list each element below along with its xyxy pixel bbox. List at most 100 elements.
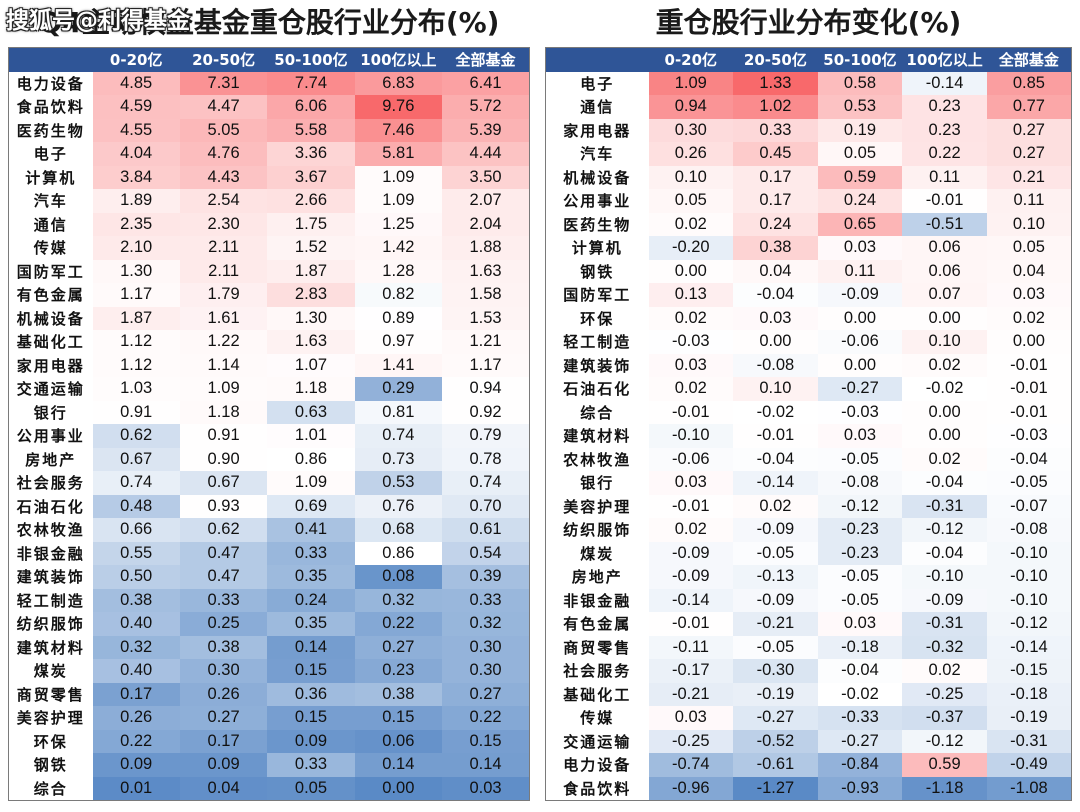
row-label: 汽车 xyxy=(8,189,93,213)
heat-cell: 0.74 xyxy=(442,471,530,495)
heat-cell: 0.00 xyxy=(817,306,903,330)
column-header: 100亿以上 xyxy=(902,47,987,72)
row-label: 商贸零售 xyxy=(545,635,649,659)
table-row: 机械设备 1.87 1.61 1.30 0.89 1.53 xyxy=(8,306,530,330)
table-row: 环保 0.02 0.03 0.00 0.00 0.02 xyxy=(545,306,1072,330)
heat-cell: -0.04 xyxy=(817,659,903,683)
heat-cell: 0.93 xyxy=(179,494,268,518)
table-row: 计算机 3.84 4.43 3.67 1.09 3.50 xyxy=(8,165,530,189)
heat-cell: -0.33 xyxy=(817,706,903,730)
row-label: 有色金属 xyxy=(545,612,649,636)
table-row: 家用电器 1.12 1.14 1.07 1.41 1.17 xyxy=(8,353,530,377)
row-label: 食品饮料 xyxy=(8,95,93,119)
heat-cell: 0.27 xyxy=(986,118,1072,142)
heat-cell: 0.02 xyxy=(733,494,818,518)
heat-cell: 0.27 xyxy=(354,635,443,659)
heat-cell: 0.45 xyxy=(733,142,818,166)
heat-cell: -0.31 xyxy=(902,494,987,518)
heat-cell: 1.89 xyxy=(92,189,180,213)
heat-cell: -0.08 xyxy=(986,518,1072,542)
heat-cell: 0.67 xyxy=(179,471,268,495)
heat-cell: 1.61 xyxy=(179,306,268,330)
heat-cell: -0.17 xyxy=(648,659,734,683)
row-label: 电子 xyxy=(8,142,93,166)
row-label: 建筑装饰 xyxy=(545,353,649,377)
heat-cell: 0.24 xyxy=(817,189,903,213)
heat-cell: 1.79 xyxy=(179,283,268,307)
heat-cell: 3.36 xyxy=(267,142,355,166)
table-row: 美容护理 -0.01 0.02 -0.12 -0.31 -0.07 xyxy=(545,494,1072,518)
heat-cell: 0.17 xyxy=(92,682,180,706)
heat-cell: 6.41 xyxy=(442,71,530,95)
row-label: 国防军工 xyxy=(8,259,93,283)
heat-cell: 0.23 xyxy=(902,95,987,119)
table-row: 建筑装饰 0.50 0.47 0.35 0.08 0.39 xyxy=(8,565,530,589)
heat-cell: 0.94 xyxy=(442,377,530,401)
header-corner-cell xyxy=(545,47,649,72)
heat-cell: 0.30 xyxy=(179,659,268,683)
heat-cell: -0.09 xyxy=(648,565,734,589)
heat-cell: 0.54 xyxy=(442,541,530,565)
row-label: 交通运输 xyxy=(8,377,93,401)
column-header: 50-100亿 xyxy=(817,47,903,72)
table-row: 纺织服饰 0.40 0.25 0.35 0.22 0.32 xyxy=(8,612,530,636)
heat-cell: -0.01 xyxy=(902,189,987,213)
row-label: 纺织服饰 xyxy=(8,612,93,636)
table-row: 钢铁 0.09 0.09 0.33 0.14 0.14 xyxy=(8,753,530,777)
heat-cell: 1.03 xyxy=(92,377,180,401)
heat-cell: 0.02 xyxy=(902,447,987,471)
heat-cell: 0.15 xyxy=(267,706,355,730)
heat-cell: 0.05 xyxy=(986,236,1072,260)
heat-cell: 0.22 xyxy=(902,142,987,166)
heat-cell: 1.88 xyxy=(442,236,530,260)
column-header: 20-50亿 xyxy=(733,47,818,72)
table-row: 通信 2.35 2.30 1.75 1.25 2.04 xyxy=(8,212,530,236)
heat-cell: 0.62 xyxy=(92,424,180,448)
row-label: 家用电器 xyxy=(8,353,93,377)
heat-cell: 1.87 xyxy=(92,306,180,330)
row-label: 汽车 xyxy=(545,142,649,166)
table-row: 公用事业 0.05 0.17 0.24 -0.01 0.11 xyxy=(545,189,1072,213)
heat-cell: 0.79 xyxy=(442,424,530,448)
heat-cell: 0.15 xyxy=(354,706,443,730)
row-label: 食品饮料 xyxy=(545,776,649,800)
heat-cell: 0.30 xyxy=(648,118,734,142)
table-row: 银行 0.91 1.18 0.63 0.81 0.92 xyxy=(8,400,530,424)
column-header: 20-50亿 xyxy=(179,47,268,72)
row-label: 美容护理 xyxy=(8,706,93,730)
table-row: 非银金融 -0.14 -0.09 -0.05 -0.09 -0.10 xyxy=(545,588,1072,612)
heat-cell: -0.09 xyxy=(733,518,818,542)
row-label: 公用事业 xyxy=(545,189,649,213)
heat-cell: 0.00 xyxy=(986,330,1072,354)
heat-cell: 1.63 xyxy=(267,330,355,354)
heat-cell: 1.28 xyxy=(354,259,443,283)
table-row: 美容护理 0.26 0.27 0.15 0.15 0.22 xyxy=(8,706,530,730)
heat-cell: 0.27 xyxy=(179,706,268,730)
row-label: 农林牧渔 xyxy=(8,518,93,542)
heat-cell: 0.74 xyxy=(354,424,443,448)
heat-cell: -0.03 xyxy=(648,330,734,354)
heat-cell: 0.11 xyxy=(902,165,987,189)
heat-cell: 0.03 xyxy=(817,424,903,448)
row-label: 公用事业 xyxy=(8,424,93,448)
heat-cell: -0.05 xyxy=(817,565,903,589)
heat-cell: 0.66 xyxy=(92,518,180,542)
table-row: 公用事业 0.62 0.91 1.01 0.74 0.79 xyxy=(8,424,530,448)
heat-cell: 1.53 xyxy=(442,306,530,330)
heat-cell: 0.27 xyxy=(442,682,530,706)
row-label: 煤炭 xyxy=(545,541,649,565)
heat-cell: -0.19 xyxy=(986,706,1072,730)
table-row: 交通运输 -0.25 -0.52 -0.27 -0.12 -0.31 xyxy=(545,729,1072,753)
row-label: 美容护理 xyxy=(545,494,649,518)
heat-cell: -0.52 xyxy=(733,729,818,753)
heat-cell: -0.09 xyxy=(733,588,818,612)
table-row: 有色金属 -0.01 -0.21 0.03 -0.31 -0.12 xyxy=(545,612,1072,636)
right-chart-title: 重仓股行业分布变化(%) xyxy=(655,6,962,39)
right-heatmap-table: 0-20亿 20-50亿 50-100亿 100亿以上 全部基金 电子 1.09 1.33 0.… xyxy=(545,47,1072,801)
heat-cell: -0.01 xyxy=(986,400,1072,424)
heat-cell: -0.08 xyxy=(733,353,818,377)
row-label: 家用电器 xyxy=(545,118,649,142)
heat-cell: 0.09 xyxy=(267,729,355,753)
table-row: 传媒 0.03 -0.27 -0.33 -0.37 -0.19 xyxy=(545,706,1072,730)
heat-cell: 0.14 xyxy=(354,753,443,777)
